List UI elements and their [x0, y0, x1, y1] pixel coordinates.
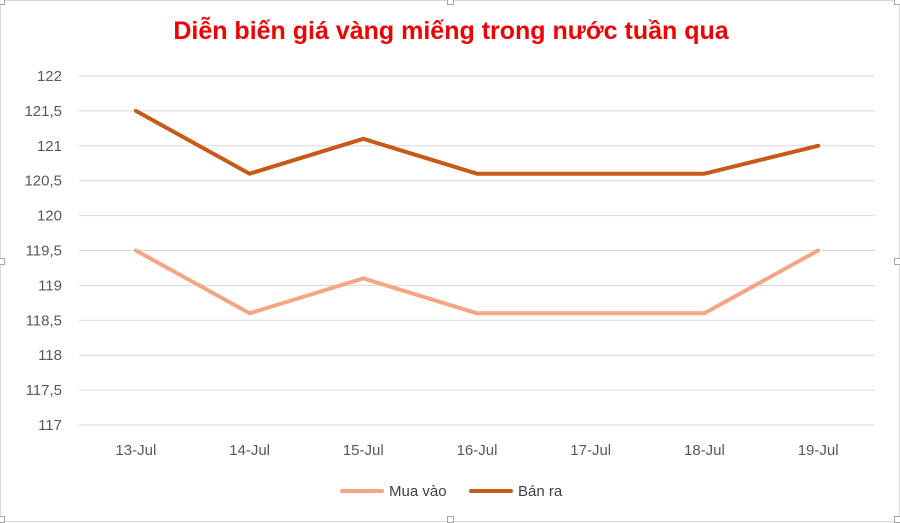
chart-title: Diễn biến giá vàng miếng trong nước tuần…	[173, 17, 729, 45]
data-point	[475, 172, 479, 176]
data-point	[702, 311, 706, 315]
data-point	[134, 249, 138, 252]
x-tick-label: 13-Jul	[115, 442, 156, 459]
series-lines	[133, 108, 821, 316]
x-tick-label: 19-Jul	[798, 442, 839, 459]
y-tick-label: 117	[38, 417, 62, 434]
data-point	[248, 311, 252, 315]
data-point	[475, 311, 479, 315]
data-point	[816, 144, 820, 148]
y-tick-label: 119	[38, 277, 62, 294]
legend: Mua vào Bán ra	[340, 483, 563, 500]
y-tick-label: 117,5	[26, 382, 62, 399]
resize-handle-middle-left[interactable]	[0, 258, 5, 265]
y-tick-label: 120,5	[24, 173, 62, 190]
y-tick-label: 122	[37, 68, 62, 85]
y-tick-label: 118,5	[26, 312, 62, 329]
x-tick-label: 14-Jul	[229, 442, 270, 459]
y-tick-label: 121	[37, 138, 62, 155]
x-tick-label: 16-Jul	[457, 442, 498, 459]
data-point	[589, 172, 593, 176]
data-point	[248, 172, 252, 176]
y-tick-label: 118	[38, 347, 62, 364]
legend-label: Mua vào	[389, 483, 447, 500]
data-point	[361, 137, 365, 141]
gridlines	[79, 75, 875, 426]
x-tick-label: 15-Jul	[343, 442, 384, 459]
resize-handle-top-left[interactable]	[0, 0, 5, 5]
series-line-ban-ra	[133, 108, 821, 176]
x-tick-label: 18-Jul	[684, 442, 725, 459]
y-tick-label: 120	[37, 208, 62, 225]
data-point	[361, 276, 365, 280]
y-axis-tick-labels: 117 117,5 118 118,5 119 119,5 120 120,5 121 121,5…	[24, 68, 62, 434]
x-axis-tick-labels: 13-Jul 14-Jul 15-Jul 16-Jul 17-Jul 18-Jul 19-J…	[115, 442, 838, 459]
resize-handle-top-center[interactable]	[447, 0, 454, 5]
y-tick-label: 119,5	[26, 243, 62, 260]
x-tick-label: 17-Jul	[570, 442, 611, 459]
legend-label: Bán ra	[518, 483, 563, 500]
data-point	[816, 249, 820, 252]
resize-handle-middle-right[interactable]	[894, 258, 900, 265]
y-tick-label: 121,5	[24, 103, 62, 120]
series-line-mua-vao	[133, 248, 821, 316]
data-point	[589, 311, 593, 315]
data-point	[702, 172, 706, 176]
resize-handle-top-right[interactable]	[894, 0, 900, 5]
data-point	[134, 109, 138, 113]
